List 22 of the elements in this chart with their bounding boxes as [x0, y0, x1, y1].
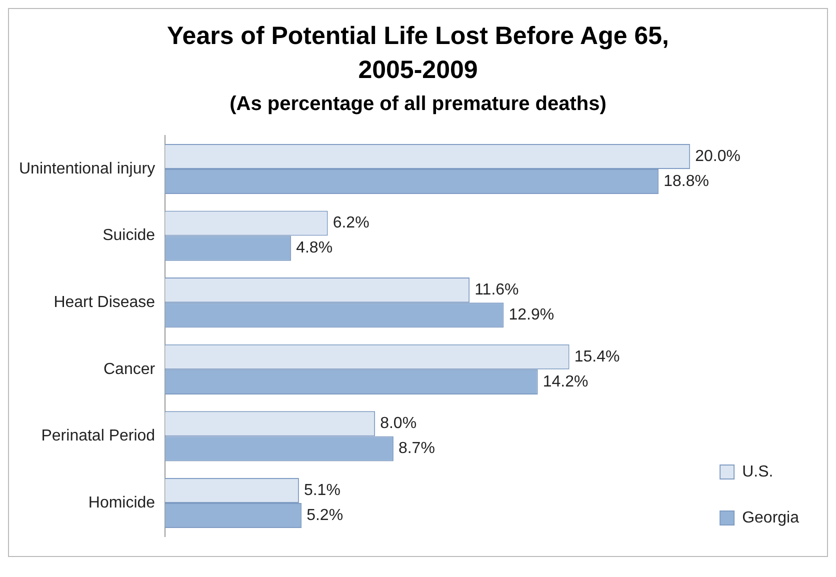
data-label: 15.4%: [574, 348, 620, 366]
data-label: 11.6%: [474, 281, 519, 298]
data-label: 5.2%: [306, 506, 344, 524]
chart-title: Years of Potential Life Lost Before Age 65, 2005-2009: [166, 21, 670, 86]
data-label: 8.7%: [398, 440, 435, 458]
legend-label: U.S.: [742, 463, 774, 480]
legend-label: Georgia: [742, 509, 800, 526]
data-label: 18.8%: [664, 172, 709, 190]
y-tick-label: Heart Disease: [54, 294, 156, 312]
y-tick-label: Cancer: [104, 360, 156, 378]
data-label: 8.0%: [380, 415, 417, 432]
data-label: 20.0%: [695, 148, 740, 165]
data-label: 5.1%: [304, 482, 340, 499]
y-tick-label: Suicide: [102, 227, 156, 244]
data-label: 14.2%: [542, 373, 588, 390]
y-tick-label: Unintentional injury: [19, 160, 156, 178]
chart-subtitle: (As percentage of all premature deaths): [228, 93, 608, 116]
y-tick-label: Homicide: [88, 494, 156, 512]
data-label: 12.9%: [508, 306, 554, 324]
data-label: 6.2%: [332, 214, 370, 232]
data-label: 4.8%: [296, 240, 333, 257]
y-tick-label: Perinatal Period: [41, 428, 156, 445]
